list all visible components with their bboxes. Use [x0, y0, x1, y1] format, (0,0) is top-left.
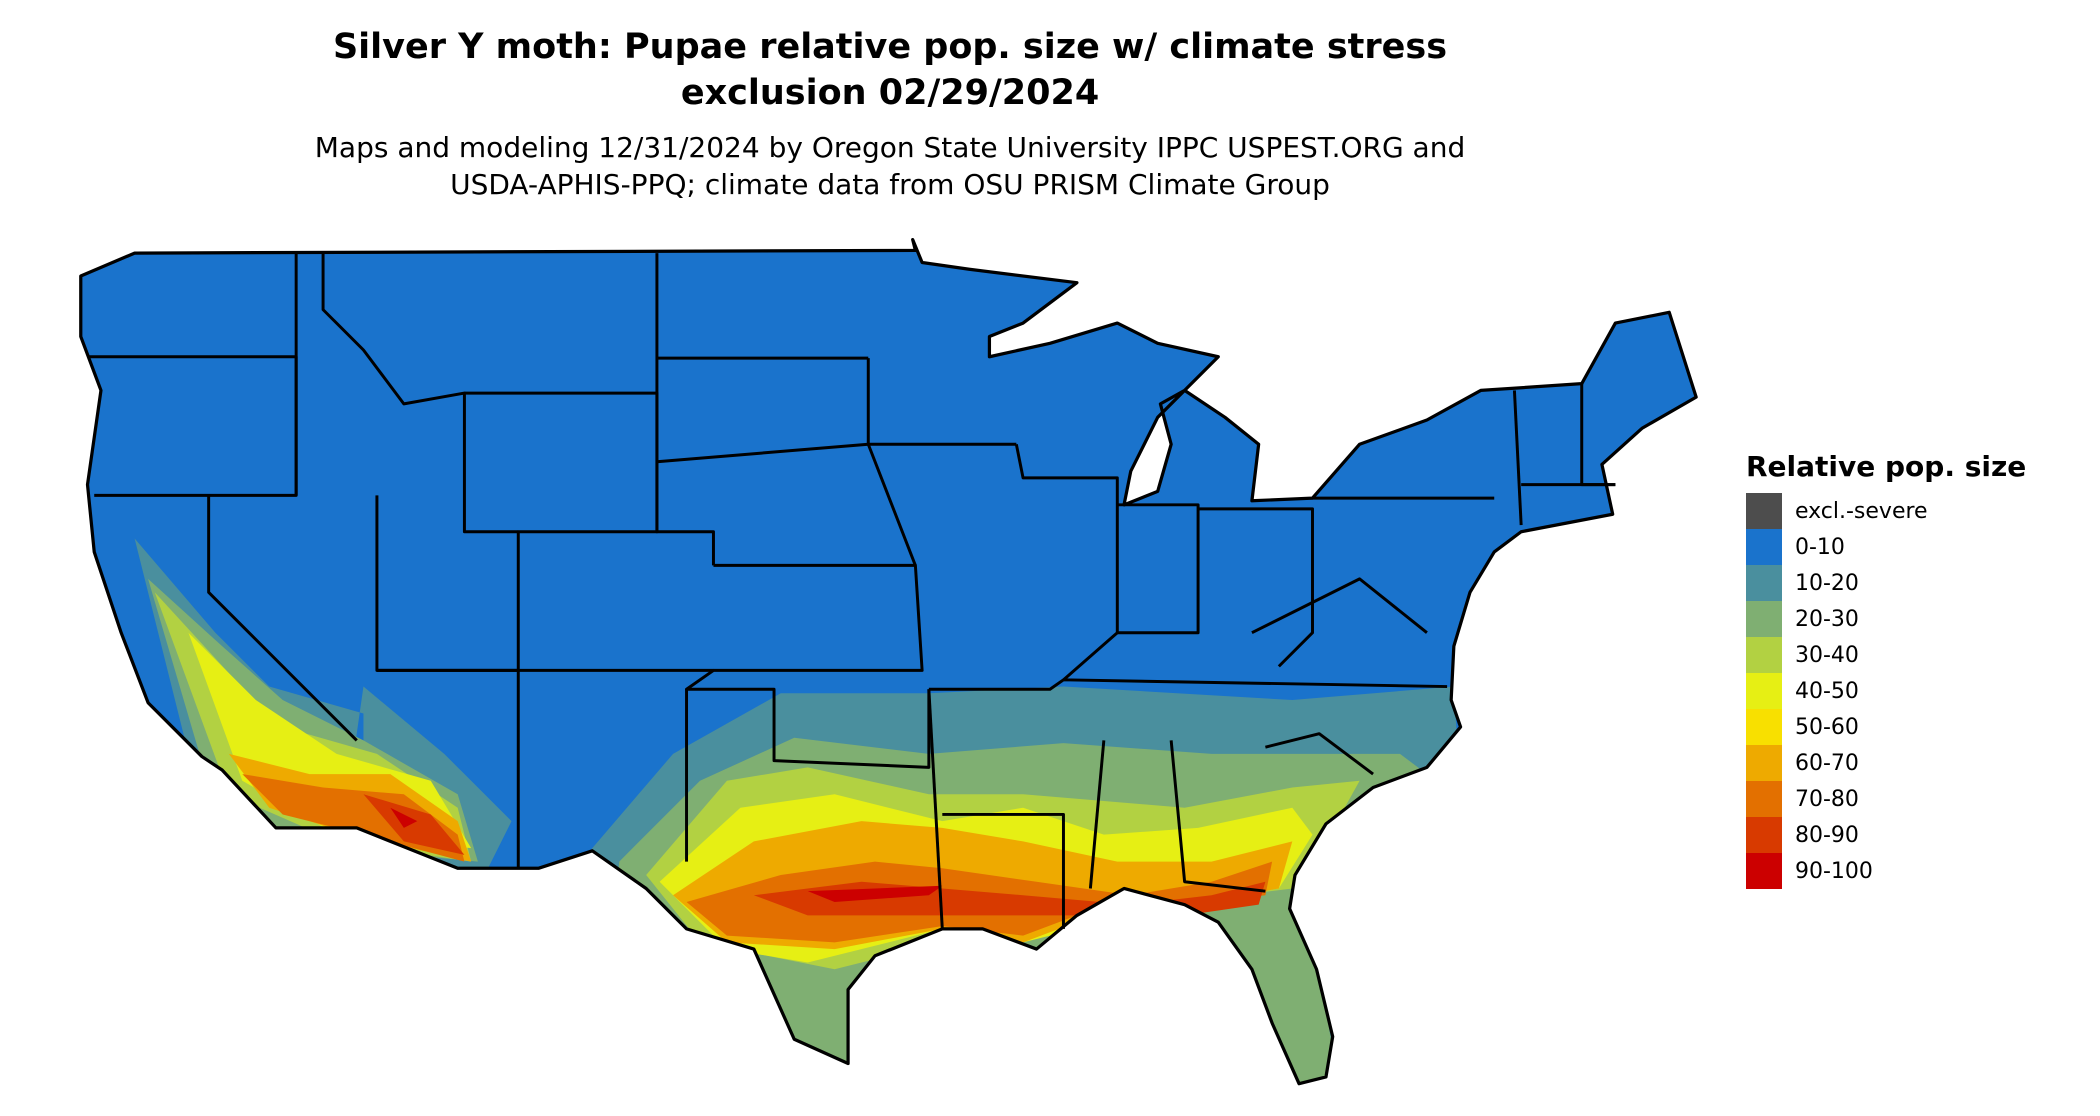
- legend-swatch: [1746, 817, 1782, 853]
- legend-swatch: [1746, 493, 1782, 529]
- state-border: [1169, 740, 1266, 893]
- legend-item: 40-50: [1746, 673, 2026, 709]
- legend-label: 50-60: [1795, 714, 1859, 740]
- legend-swatch: [1746, 565, 1782, 601]
- legend-item: 50-60: [1746, 709, 2026, 745]
- legend-label: 30-40: [1795, 642, 1859, 668]
- state-border: [942, 812, 1065, 929]
- state-border: [1512, 390, 1523, 526]
- legend-label: 70-80: [1795, 786, 1859, 812]
- legend-item: 30-40: [1746, 637, 2026, 673]
- state-borders: [87, 253, 1616, 929]
- legend-item: 10-20: [1746, 565, 2026, 601]
- chart-title-line-2: exclusion 02/29/2024: [680, 73, 1100, 113]
- legend-swatch: [1746, 601, 1782, 637]
- state-border: [1088, 740, 1106, 889]
- state-border: [321, 253, 519, 534]
- state-border: [655, 253, 715, 566]
- legend-label: 90-100: [1795, 858, 1873, 884]
- legend-title: Relative pop. size: [1746, 450, 2027, 483]
- legend-swatch: [1746, 745, 1782, 781]
- legend-label: 60-70: [1795, 750, 1859, 776]
- legend-item: excl.-severe: [1746, 493, 2026, 529]
- legend-label: 40-50: [1795, 678, 1859, 704]
- legend-swatch: [1746, 637, 1782, 673]
- state-border: [928, 678, 1448, 691]
- legend-label: excl.-severe: [1795, 498, 1928, 524]
- state-border: [927, 689, 944, 929]
- legend-swatch: [1746, 709, 1782, 745]
- chart-subtitle-line-2: USDA-APHIS-PPQ; climate data from OSU PR…: [450, 168, 1330, 201]
- state-border: [207, 495, 358, 742]
- legend-swatch: [1746, 529, 1782, 565]
- state-border: [866, 358, 917, 566]
- chart-title-line-1: Silver Y moth: Pupae relative pop. size …: [332, 27, 1448, 67]
- legend-swatch: [1746, 673, 1782, 709]
- state-border: [1251, 577, 1428, 635]
- legend: Relative pop. size excl.-severe 0-10 10-20…: [1746, 450, 2026, 889]
- legend-label: 80-90: [1795, 822, 1859, 848]
- legend-item: 90-100: [1746, 853, 2026, 889]
- legend-item: 70-80: [1746, 781, 2026, 817]
- state-border: [1198, 507, 1314, 668]
- legend-label: 20-30: [1795, 606, 1859, 632]
- state-border: [1014, 443, 1119, 681]
- legend-label: 10-20: [1795, 570, 1859, 596]
- state-border: [1117, 503, 1200, 635]
- chart-subtitle-line-1: Maps and modeling 12/31/2024 by Oregon S…: [314, 131, 1466, 164]
- legend-item: 80-90: [1746, 817, 2026, 853]
- us-outline: [79, 238, 1698, 1086]
- legend-item: 20-30: [1746, 601, 2026, 637]
- legend-label: 0-10: [1795, 534, 1845, 560]
- state-border: [1265, 732, 1374, 776]
- legend-swatch: [1746, 853, 1782, 889]
- legend-swatch: [1746, 781, 1782, 817]
- legend-item: 0-10: [1746, 529, 2026, 565]
- band-90-100: [390, 807, 943, 902]
- legend-item: 60-70: [1746, 745, 2026, 781]
